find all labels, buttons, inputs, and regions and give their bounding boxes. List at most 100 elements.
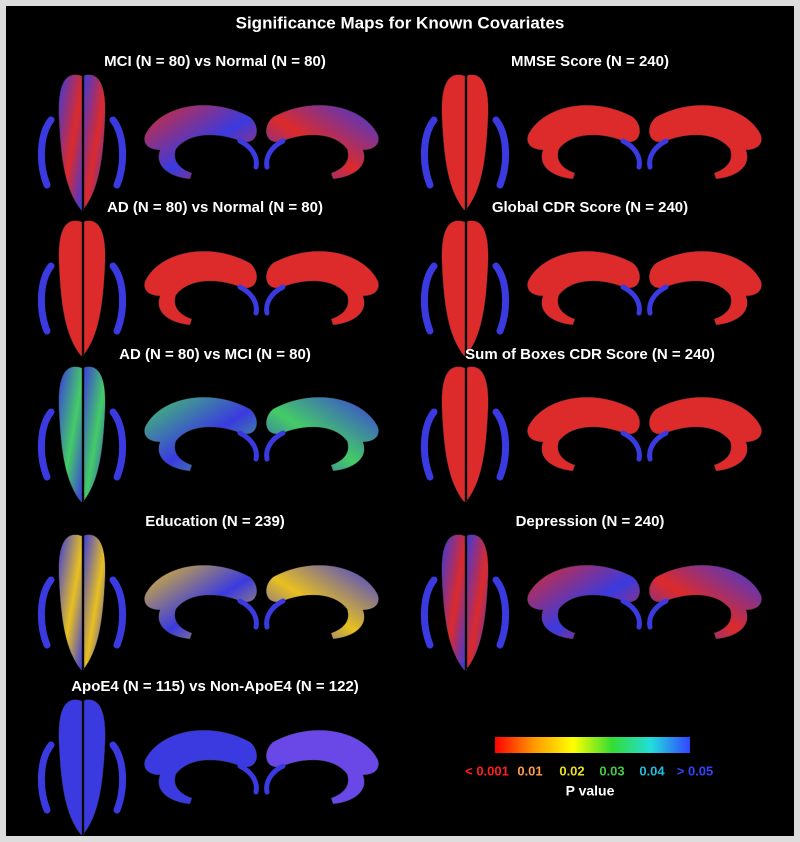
ventricle-top-view — [420, 534, 510, 671]
horn — [492, 116, 510, 189]
panel-label: Sum of Boxes CDR Score (N = 240) — [465, 346, 715, 363]
ventricle-side-view — [527, 396, 642, 472]
lobe — [58, 534, 83, 671]
tail — [620, 430, 642, 462]
panel-label: Depression (N = 240) — [516, 513, 665, 530]
lobe — [58, 74, 83, 211]
ventricle-top-view — [420, 366, 510, 503]
tail — [264, 763, 286, 795]
lobe — [82, 220, 106, 357]
horn — [37, 576, 55, 649]
ventricle-top-view — [420, 220, 510, 357]
ventricle-top-view — [37, 534, 127, 671]
tail — [237, 138, 259, 170]
body — [265, 564, 379, 640]
body — [648, 250, 762, 326]
tail — [620, 598, 642, 630]
tail — [264, 284, 286, 316]
horn — [420, 116, 438, 189]
ventricle-side-view — [527, 250, 642, 326]
ventricle-side-view — [144, 250, 259, 326]
ventricle-side-view — [264, 104, 379, 180]
tail — [620, 284, 642, 316]
body — [265, 250, 379, 326]
ventricle-top-view — [37, 366, 127, 503]
panel-label: AD (N = 80) vs MCI (N = 80) — [119, 346, 311, 363]
ventricle-side-view — [647, 104, 762, 180]
ventricle-top-view — [37, 74, 127, 211]
lobe — [82, 366, 106, 503]
lobe — [82, 74, 106, 211]
body — [648, 396, 762, 472]
tail — [647, 430, 669, 462]
body — [144, 564, 258, 640]
horn — [37, 116, 55, 189]
ventricle-side-view — [144, 396, 259, 472]
body — [527, 104, 641, 180]
horn — [492, 262, 510, 335]
tail — [264, 138, 286, 170]
horn — [109, 116, 127, 189]
tail — [620, 138, 642, 170]
horn — [37, 262, 55, 335]
body — [265, 729, 379, 805]
colorbar-tick-label: 0.04 — [639, 763, 665, 778]
ventricle-top-view — [37, 699, 127, 836]
body — [265, 396, 379, 472]
ventricle-top-view — [37, 220, 127, 357]
lobe — [82, 699, 106, 836]
ventricle-side-view — [527, 564, 642, 640]
horn — [109, 741, 127, 814]
horn — [109, 576, 127, 649]
body — [265, 104, 379, 180]
body — [144, 396, 258, 472]
tail — [264, 430, 286, 462]
panel-label: Global CDR Score (N = 240) — [492, 199, 688, 216]
body — [527, 564, 641, 640]
lobe — [465, 220, 489, 357]
shapes — [37, 74, 762, 836]
ventricle-side-view — [144, 729, 259, 805]
panel-label: MCI (N = 80) vs Normal (N = 80) — [104, 53, 326, 70]
ventricle-side-view — [264, 396, 379, 472]
horn — [37, 741, 55, 814]
colorbar-tick-label: 0.01 — [517, 763, 542, 778]
body — [144, 250, 258, 326]
horn — [420, 408, 438, 481]
figure-title: Significance Maps for Known Covariates — [236, 13, 565, 32]
ventricle-side-view — [264, 729, 379, 805]
tail — [237, 598, 259, 630]
body — [648, 564, 762, 640]
tail — [647, 284, 669, 316]
lobe — [58, 699, 83, 836]
horn — [420, 576, 438, 649]
horn — [492, 408, 510, 481]
panel-label: ApoE4 (N = 115) vs Non-ApoE4 (N = 122) — [71, 678, 359, 695]
ventricle-side-view — [144, 104, 259, 180]
ventricle-side-view — [144, 564, 259, 640]
colorbar-tick-label: 0.02 — [559, 763, 584, 778]
body — [144, 104, 258, 180]
horn — [37, 408, 55, 481]
panel-label: MMSE Score (N = 240) — [511, 53, 669, 70]
lobe — [441, 366, 466, 503]
ventricle-side-view — [527, 104, 642, 180]
body — [527, 396, 641, 472]
body — [144, 729, 258, 805]
lobe — [465, 366, 489, 503]
lobe — [465, 534, 489, 671]
ventricle-top-view — [420, 74, 510, 211]
colorbar-label: P value — [566, 783, 615, 799]
lobe — [441, 534, 466, 671]
colorbar-tick-label: > 0.05 — [677, 763, 714, 778]
ventricle-side-view — [264, 564, 379, 640]
body — [527, 250, 641, 326]
ventricle-side-view — [647, 564, 762, 640]
lobe — [465, 74, 489, 211]
horn — [109, 408, 127, 481]
panel-label: AD (N = 80) vs Normal (N = 80) — [107, 199, 323, 216]
horn — [109, 262, 127, 335]
lobe — [441, 74, 466, 211]
horn — [492, 576, 510, 649]
